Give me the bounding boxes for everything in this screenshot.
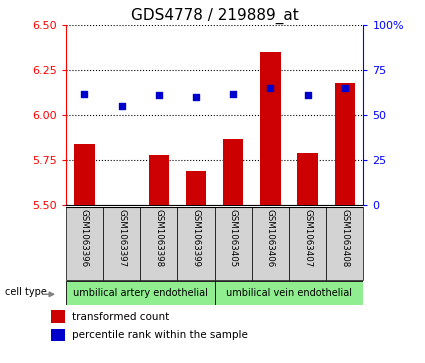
Text: GSM1063399: GSM1063399 [192,209,201,267]
Bar [149,155,169,205]
FancyBboxPatch shape [215,281,363,305]
Point [230,91,237,97]
Point [118,103,125,109]
Text: transformed count: transformed count [72,312,169,322]
Point [341,85,348,91]
Point [193,94,199,100]
Bar [111,205,132,207]
FancyBboxPatch shape [252,207,289,280]
Text: umbilical vein endothelial: umbilical vein endothelial [226,288,352,298]
Text: umbilical artery endothelial: umbilical artery endothelial [73,288,208,298]
Bar [260,52,281,205]
FancyBboxPatch shape [103,207,140,280]
Text: GSM1063406: GSM1063406 [266,209,275,267]
FancyBboxPatch shape [66,207,103,280]
Text: GSM1063408: GSM1063408 [340,209,349,267]
Text: GSM1063398: GSM1063398 [154,209,163,267]
Bar [51,310,65,323]
Text: GSM1063405: GSM1063405 [229,209,238,267]
FancyBboxPatch shape [140,207,178,280]
Bar [223,139,244,205]
Bar [334,83,355,205]
Bar [51,329,65,341]
Bar [298,153,318,205]
Bar [186,171,206,205]
FancyBboxPatch shape [289,207,326,280]
Point [81,91,88,97]
Bar [74,144,95,205]
Text: GSM1063407: GSM1063407 [303,209,312,267]
FancyBboxPatch shape [66,281,215,305]
Point [267,85,274,91]
Text: percentile rank within the sample: percentile rank within the sample [72,330,248,340]
Point [304,93,311,98]
FancyBboxPatch shape [178,207,215,280]
Text: GSM1063396: GSM1063396 [80,209,89,267]
Text: GSM1063397: GSM1063397 [117,209,126,267]
Text: cell type: cell type [5,287,47,297]
FancyBboxPatch shape [215,207,252,280]
FancyBboxPatch shape [326,207,363,280]
Point [156,93,162,98]
Title: GDS4778 / 219889_at: GDS4778 / 219889_at [131,8,298,24]
